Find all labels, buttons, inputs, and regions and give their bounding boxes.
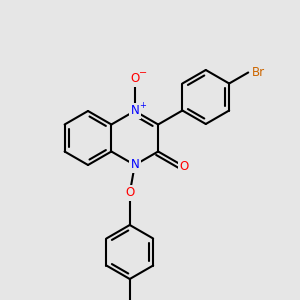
Text: N: N <box>130 104 139 118</box>
Text: +: + <box>139 100 146 109</box>
Text: O: O <box>179 160 189 173</box>
Text: O: O <box>130 73 140 85</box>
Text: O: O <box>125 187 134 200</box>
Text: Br: Br <box>252 66 265 79</box>
Text: −: − <box>139 68 147 78</box>
Text: N: N <box>130 158 139 172</box>
